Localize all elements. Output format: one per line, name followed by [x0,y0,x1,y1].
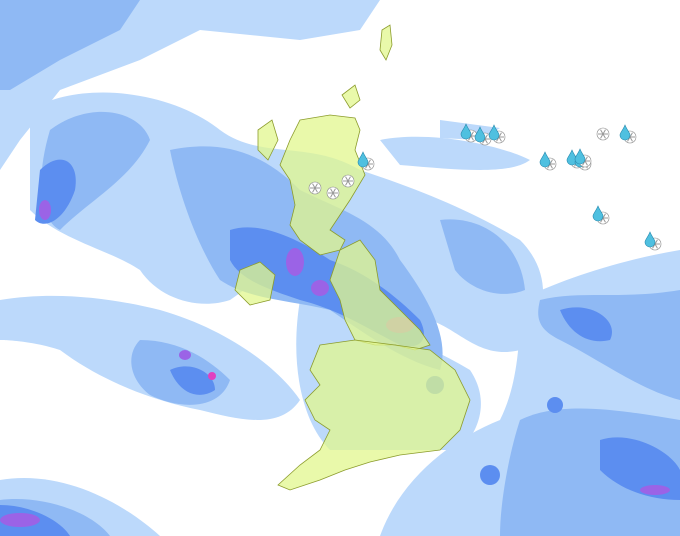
snow-icon [341,174,355,188]
snow-icon [596,127,610,141]
snow-icon [326,186,340,200]
scotland [279,114,366,256]
sleet-icon [474,126,492,146]
sleet-icon [460,123,478,143]
orkney [341,84,361,109]
sleet-icon [644,231,662,251]
sleet-icon [488,124,506,144]
ireland-north [234,261,276,306]
sleet-icon [592,205,610,225]
sleet-icon [357,151,375,171]
land-uk [234,24,471,491]
snow-icon [308,181,322,195]
sleet-icon [619,124,637,144]
sleet-icon [574,148,592,168]
hebrides [257,119,279,161]
precip-extreme [208,372,216,380]
shetland [379,24,393,61]
england-wales [277,339,471,491]
sleet-icon [539,151,557,171]
